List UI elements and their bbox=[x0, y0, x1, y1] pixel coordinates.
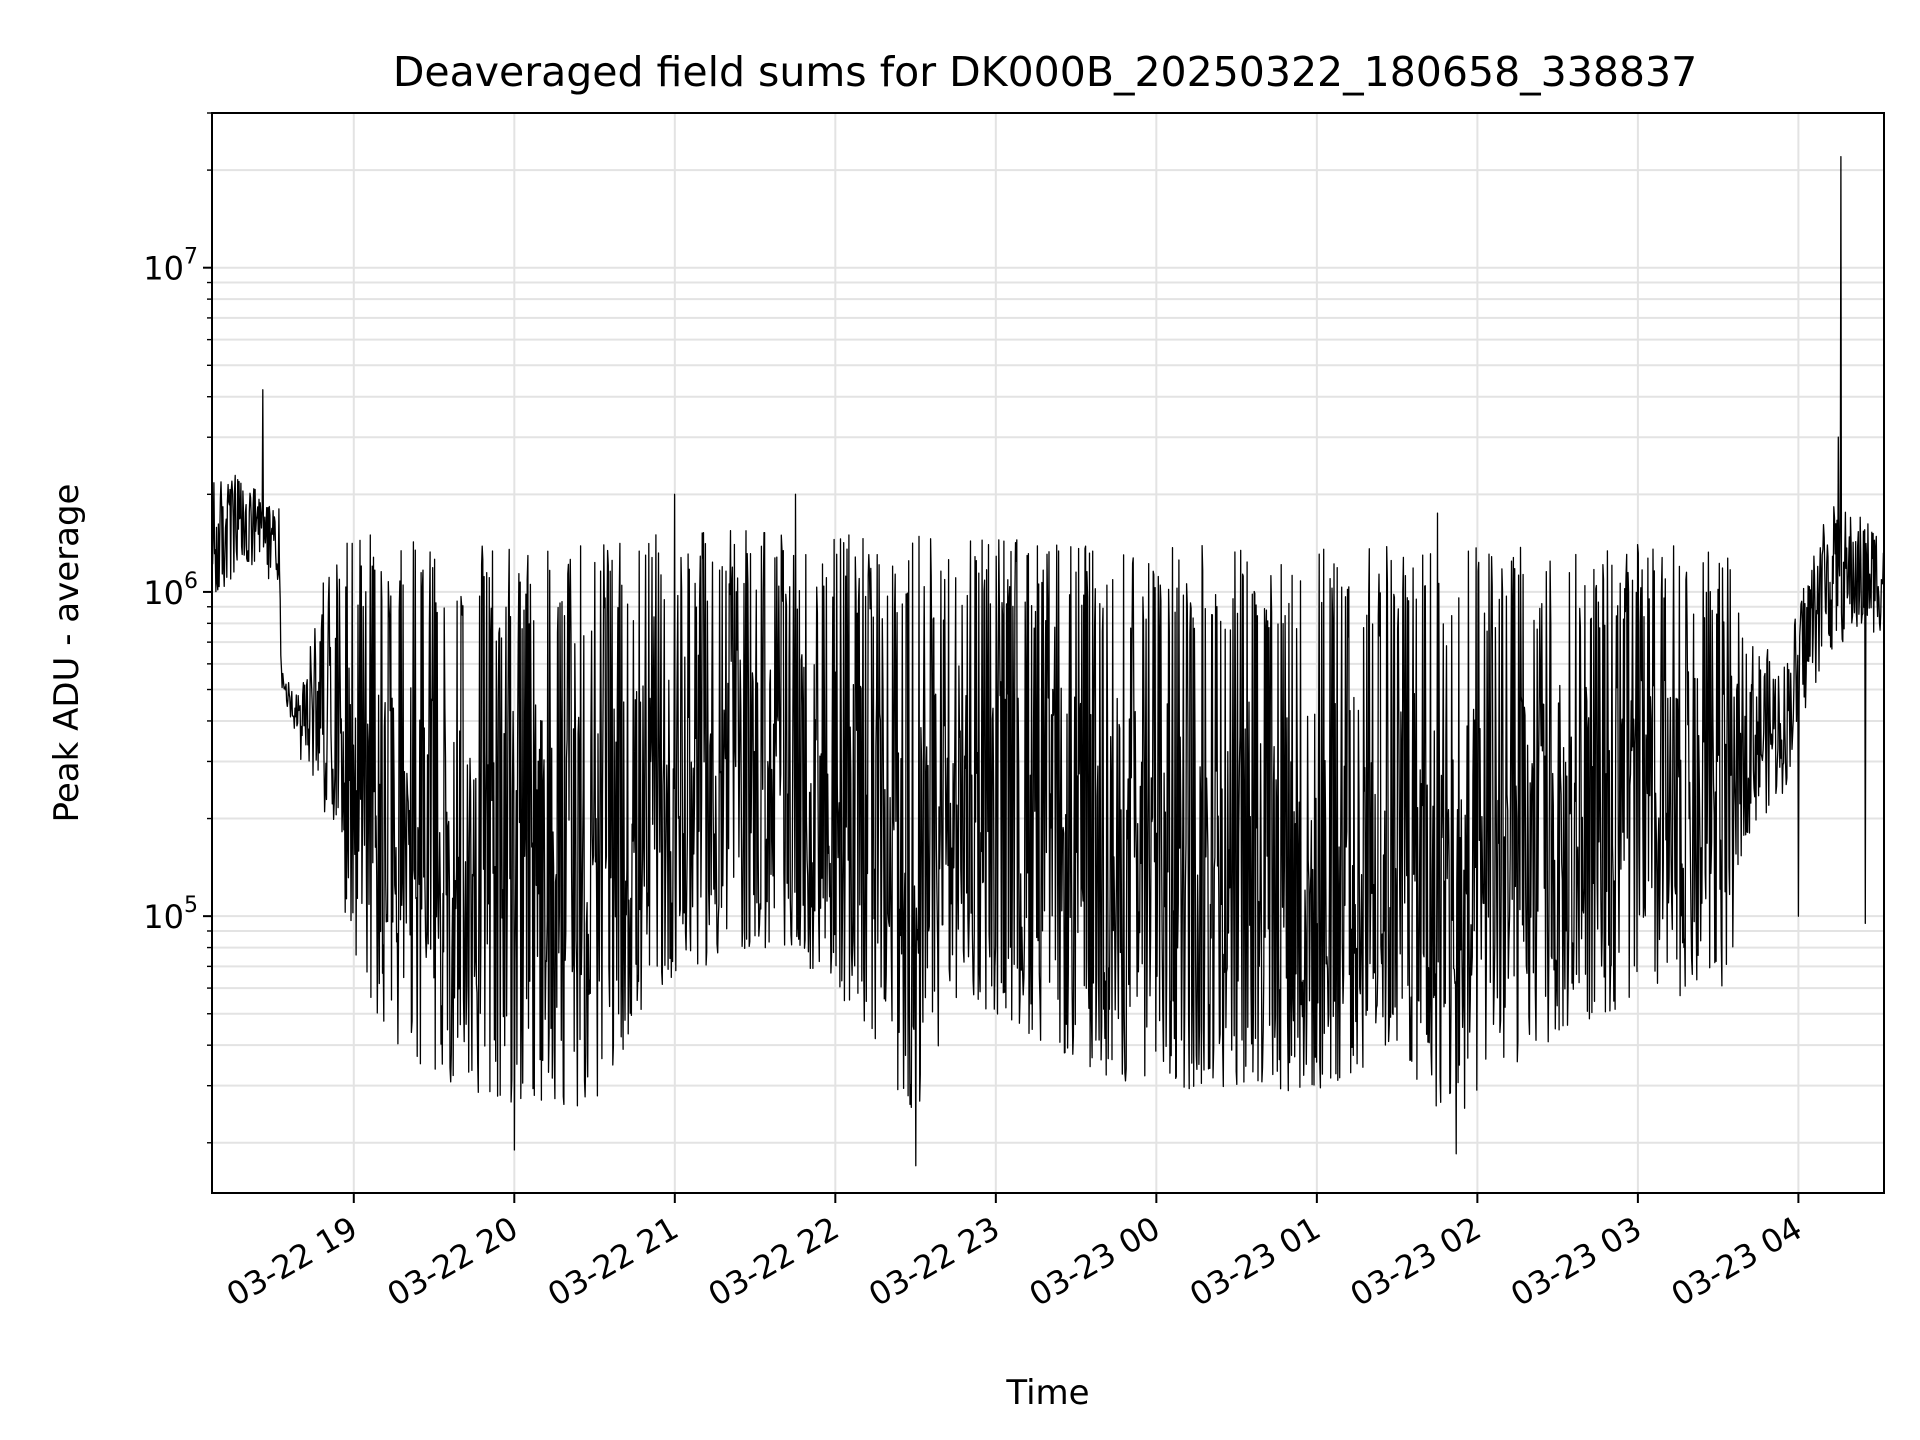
y-tick-label: 105 bbox=[143, 893, 198, 936]
series-layer bbox=[211, 156, 1885, 1167]
y-axis: 105 106 107 bbox=[143, 112, 212, 1144]
y-axis-label: Peak ADU - average bbox=[47, 484, 87, 823]
y-tick-label: 106 bbox=[143, 569, 198, 612]
plot-frame bbox=[211, 112, 1885, 1194]
series-line bbox=[211, 156, 1885, 1167]
chart-title: Deaveraged field sums for DK000B_2025032… bbox=[393, 48, 1697, 96]
y-tick-label: 107 bbox=[143, 245, 198, 288]
x-axis-label: Time bbox=[1005, 1373, 1089, 1413]
